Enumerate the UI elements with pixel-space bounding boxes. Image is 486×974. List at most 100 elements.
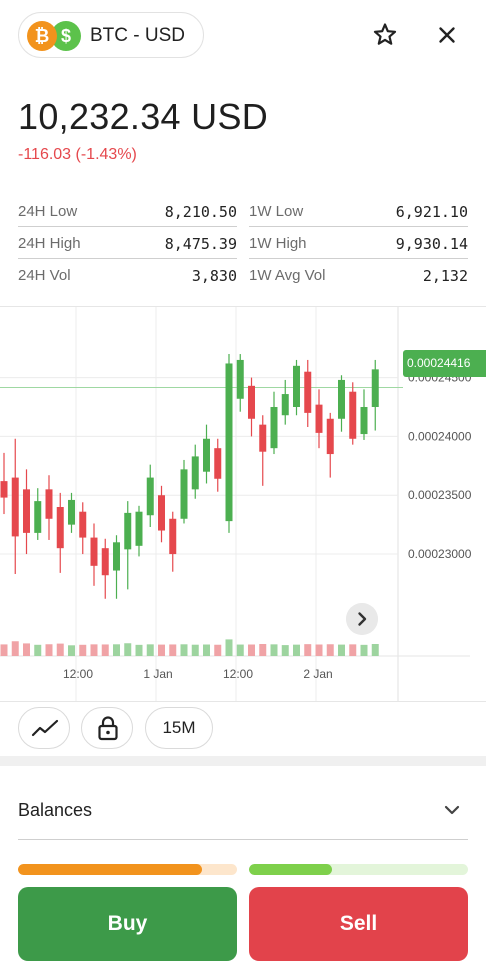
x-tick-label: 12:00	[63, 667, 93, 681]
volume-bar	[113, 644, 120, 656]
candle-body	[326, 418, 334, 455]
volume-bar	[68, 645, 75, 656]
volume-bar	[349, 644, 357, 656]
candle-body	[0, 481, 8, 498]
volume-bar	[259, 644, 267, 656]
candle-body	[113, 542, 120, 571]
candle-body	[236, 359, 244, 399]
line-chart-icon	[31, 719, 59, 737]
volume-bar	[79, 644, 87, 656]
stat-24h-high: 24H High 8,475.39	[18, 230, 237, 259]
candle-body	[169, 518, 177, 555]
candle-body	[68, 499, 75, 525]
stat-value: 9,930.14	[395, 235, 468, 253]
volume-bar	[0, 644, 8, 656]
x-tick-label: 2 Jan	[303, 667, 332, 681]
candle-body	[90, 537, 98, 566]
volume-bar	[360, 644, 368, 656]
candle-body	[158, 495, 165, 531]
candle-body	[11, 477, 19, 537]
volume-bar	[56, 643, 64, 656]
volume-bar	[371, 644, 379, 656]
current-price-tag: 0.00024416	[403, 350, 486, 377]
volume-bar	[45, 644, 53, 656]
volume-bar	[338, 644, 345, 656]
balances-label: Balances	[18, 800, 93, 820]
sell-pressure-bar	[249, 864, 468, 875]
volume-bar	[293, 644, 300, 656]
y-tick-label: 0.00023500	[408, 488, 472, 502]
candle-body	[56, 507, 64, 549]
stat-value: 6,921.10	[395, 203, 468, 221]
volume-bar	[169, 644, 177, 656]
candle-body	[371, 369, 379, 407]
candle-body	[45, 489, 53, 519]
stat-label: 24H Low	[18, 203, 78, 220]
pair-selector[interactable]: ₿ $ BTC - USD	[18, 12, 204, 58]
candle-body	[34, 501, 42, 533]
y-tick-label: 0.00023000	[408, 547, 472, 561]
candle-body	[315, 404, 323, 433]
volume-bar	[203, 644, 210, 656]
volume-bar	[214, 644, 222, 656]
stat-value: 8,475.39	[164, 235, 237, 253]
candle-body	[349, 391, 357, 439]
candle-body	[79, 511, 87, 538]
candle-body	[304, 371, 312, 413]
volume-bar	[180, 644, 188, 656]
line-chart-button[interactable]	[18, 707, 70, 749]
stat-value: 2,132	[422, 267, 468, 285]
price-change: -116.03 (-1.43%)	[18, 146, 137, 163]
lock-button[interactable]	[81, 707, 133, 749]
volume-bar	[11, 641, 19, 656]
sell-button[interactable]: Sell	[249, 887, 468, 961]
volume-bar	[225, 639, 233, 656]
y-tick-label: 0.00024000	[408, 429, 472, 443]
candle-body	[259, 424, 267, 452]
close-icon[interactable]	[432, 20, 462, 50]
stats-row: 24H Vol 3,830 1W Avg Vol 2,132	[18, 262, 468, 294]
pair-label: BTC - USD	[90, 25, 185, 46]
x-tick-label: 1 Jan	[143, 667, 172, 681]
candle-body	[146, 477, 154, 516]
stat-1w-low: 1W Low 6,921.10	[249, 198, 468, 227]
section-divider	[0, 756, 486, 766]
current-price: 10,232.34 USD	[18, 96, 269, 137]
bitcoin-icon: ₿	[27, 21, 57, 51]
candle-body	[203, 438, 210, 472]
volume-bar	[23, 643, 30, 656]
volume-bar	[326, 644, 334, 656]
sell-pressure-fill	[249, 864, 333, 875]
stat-value: 8,210.50	[164, 203, 237, 221]
price-chart[interactable]: 12:00 1 Jan 12:00 2 Jan 0.00024500 0.00024000…	[0, 306, 486, 702]
volume-bar	[158, 644, 165, 656]
stat-label: 1W High	[249, 235, 307, 252]
stats-row: 24H High 8,475.39 1W High 9,930.14	[18, 230, 468, 262]
chevron-right-icon[interactable]	[346, 603, 378, 635]
candle-body	[124, 512, 132, 550]
candle-body	[225, 363, 233, 522]
lock-icon	[98, 716, 118, 741]
stats-table: 24H Low 8,210.50 1W Low 6,921.10 24H Hig…	[18, 198, 468, 294]
stat-24h-vol: 24H Vol 3,830	[18, 262, 237, 291]
balances-toggle[interactable]: Balances	[18, 790, 468, 840]
candle-body	[214, 448, 222, 479]
volume-bar	[304, 644, 312, 656]
candlestick-chart[interactable]: 12:00 1 Jan 12:00 2 Jan0.000245000.00024000…	[0, 307, 486, 701]
star-icon[interactable]	[370, 20, 400, 50]
buy-button[interactable]: Buy	[18, 887, 237, 961]
volume-bar	[270, 644, 278, 656]
candle-body	[338, 379, 345, 419]
candle-body	[293, 365, 300, 407]
x-tick-label: 12:00	[223, 667, 253, 681]
stats-row: 24H Low 8,210.50 1W Low 6,921.10	[18, 198, 468, 230]
volume-bar	[191, 644, 199, 656]
stat-label: 1W Avg Vol	[249, 267, 326, 284]
candle-body	[180, 469, 188, 519]
volume-bar	[315, 644, 323, 656]
candle-body	[101, 548, 109, 576]
timeframe-button[interactable]: 15M	[145, 707, 213, 749]
candle-body	[191, 456, 199, 490]
stat-1w-high: 1W High 9,930.14	[249, 230, 468, 259]
stat-24h-low: 24H Low 8,210.50	[18, 198, 237, 227]
